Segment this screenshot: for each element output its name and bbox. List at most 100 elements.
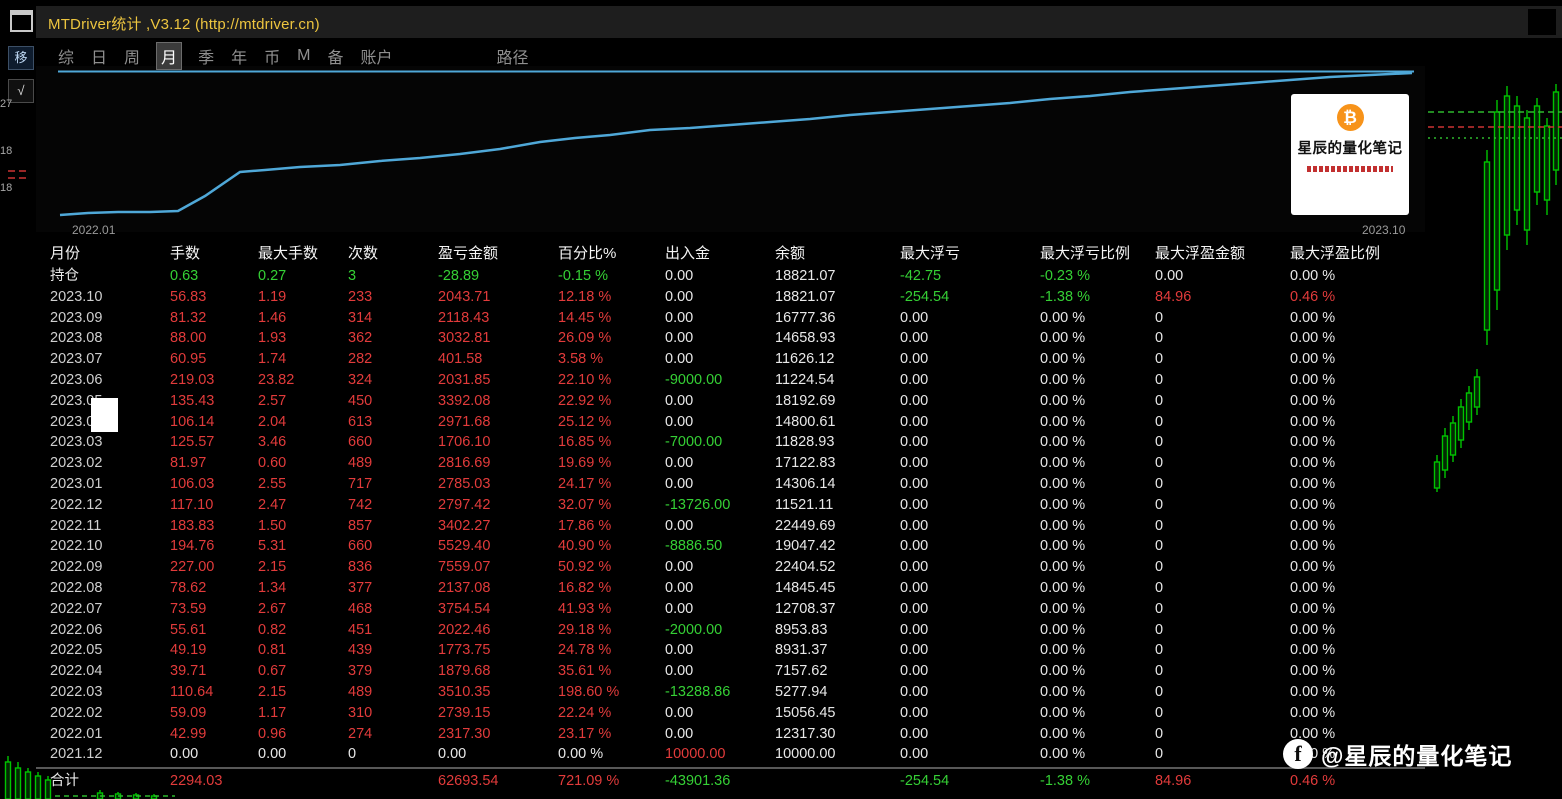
table-cell: 0: [1155, 351, 1164, 368]
table-cell: -1.38 %: [1040, 288, 1090, 305]
table-cell: 73.59: [170, 600, 207, 617]
tab-综[interactable]: 综: [58, 50, 75, 67]
tab-日[interactable]: 日: [91, 50, 108, 67]
table-row: 2022.06 55.61 0.82 451 2022.46 29.18 % -2000.0…: [36, 620, 1425, 641]
table-cell: 0.00: [900, 683, 929, 700]
equity-chart: [36, 66, 1425, 232]
table-cell: 0: [1155, 642, 1164, 659]
table-cell: 22.24 %: [558, 704, 612, 721]
table-cell: 16.82 %: [558, 579, 612, 596]
table-cell: 0.00: [900, 371, 929, 388]
table-cell: 0.00 %: [1290, 413, 1336, 430]
table-cell: 0.00 %: [1040, 621, 1086, 638]
table-cell: [348, 770, 438, 792]
table-cell: 742: [348, 496, 373, 513]
table-cell: 0.00: [665, 392, 694, 409]
table-cell: 0.00: [665, 455, 694, 472]
table-cell: 0: [1155, 455, 1164, 472]
column-header: 次数: [348, 245, 379, 262]
table-cell: 2023.08: [50, 330, 103, 347]
table-cell: 2022.01: [50, 725, 103, 742]
table-cell: 0.00: [900, 746, 929, 763]
column-header: 月份: [50, 245, 81, 262]
table-cell: 0.60: [258, 455, 287, 472]
table-cell: 22.10 %: [558, 371, 612, 388]
candle-body: [1483, 161, 1491, 331]
chart-x-end-label: 2023.10: [1362, 223, 1406, 237]
table-cell: 2022.05: [50, 642, 103, 659]
tab-月[interactable]: 月: [156, 42, 183, 70]
table-cell: 0.00 %: [1290, 434, 1336, 451]
tab-币[interactable]: 币: [264, 50, 281, 67]
table-cell: 3402.27: [438, 517, 491, 534]
table-cell: 613: [348, 413, 373, 430]
move-tool-icon[interactable]: 移: [8, 46, 34, 70]
candle-body: [1441, 435, 1449, 471]
table-cell: 2023.02: [50, 455, 103, 472]
table-cell: 0.00 %: [1040, 704, 1086, 721]
restore-window-icon[interactable]: [10, 10, 33, 32]
brand-name: 星辰的量化笔记: [1297, 141, 1403, 157]
tab-季[interactable]: 季: [198, 50, 215, 67]
table-cell: 0.00: [900, 413, 929, 430]
table-cell: 0.00: [900, 600, 929, 617]
table-cell: 2.67: [258, 600, 287, 617]
table-cell: 合计: [50, 773, 79, 790]
tab-M[interactable]: M: [297, 47, 311, 64]
table-cell: 2022.10: [50, 538, 103, 555]
table-cell: 2785.03: [438, 475, 491, 492]
tab-周[interactable]: 周: [124, 50, 141, 67]
table-cell: 2816.69: [438, 455, 491, 472]
table-cell: 16777.36: [775, 309, 836, 326]
table-cell: 10000.00: [665, 746, 726, 763]
table-row: 2021.12 0.00 0.00 0 0.00 0.00 % 10000.00 10000.…: [36, 744, 1425, 765]
table-cell: 10000.00: [775, 746, 836, 763]
table-cell: 1706.10: [438, 434, 491, 451]
table-cell: 0.00 %: [558, 746, 604, 763]
candle-body: [24, 771, 32, 799]
table-cell: -43901.36: [665, 773, 731, 790]
table-cell: 5277.94: [775, 683, 828, 700]
table-cell: 0.00: [900, 496, 929, 513]
table-cell: 0: [348, 746, 357, 763]
tab-账户[interactable]: 账户: [360, 50, 393, 67]
table-row: 2022.02 59.09 1.17 310 2739.15 22.24 % 0.00 150…: [36, 703, 1425, 724]
table-cell: 0.00 %: [1290, 330, 1336, 347]
table-cell: 0.00: [665, 517, 694, 534]
window-button[interactable]: [1528, 9, 1556, 35]
candle-body: [1543, 125, 1551, 201]
table-cell: 0.00 %: [1290, 392, 1336, 409]
table-cell: 11224.54: [775, 371, 835, 388]
table-cell: 2022.46: [438, 621, 491, 638]
table-cell: 0.00: [170, 746, 199, 763]
table-cell: 60.95: [170, 351, 207, 368]
tab-路径[interactable]: 路径: [496, 50, 529, 67]
table-cell: 2022.03: [50, 683, 103, 700]
table-cell: 717: [348, 475, 373, 492]
table-cell: 0.00 %: [1040, 642, 1086, 659]
window-title: MTDriver统计 ,V3.12 (http://mtdriver.cn): [48, 16, 320, 33]
table-cell: 194.76: [170, 538, 215, 555]
table-cell: 5529.40: [438, 538, 491, 555]
table-row: 2023.06 219.03 23.82 324 2031.85 22.10 % -9000…: [36, 370, 1425, 391]
table-cell: 18821.07: [775, 288, 836, 305]
chart-x-start-label: 2022.01: [72, 223, 116, 237]
check-tool-icon[interactable]: √: [8, 79, 34, 103]
table-cell: 14845.45: [775, 579, 836, 596]
table-cell: 2022.08: [50, 579, 103, 596]
table-row: 2023.08 88.00 1.93 362 3032.81 26.09 % 0.00 146…: [36, 328, 1425, 349]
candle-body: [1503, 95, 1511, 236]
candle-body: [1552, 91, 1560, 171]
table-cell: 11626.12: [775, 351, 835, 368]
table-cell: 2023.06: [50, 371, 103, 388]
tab-年[interactable]: 年: [231, 50, 248, 67]
column-header: 手数: [170, 245, 201, 262]
table-cell: 0.00 %: [1290, 683, 1336, 700]
table-cell: 0: [1155, 538, 1164, 555]
table-cell: 2043.71: [438, 288, 491, 305]
table-cell: 0.46 %: [1290, 288, 1336, 305]
table-cell: 0.00: [900, 621, 929, 638]
tab-bar: 综日周月季年币 M 备账户 路径: [58, 42, 529, 70]
tab-备[interactable]: 备: [327, 50, 344, 67]
